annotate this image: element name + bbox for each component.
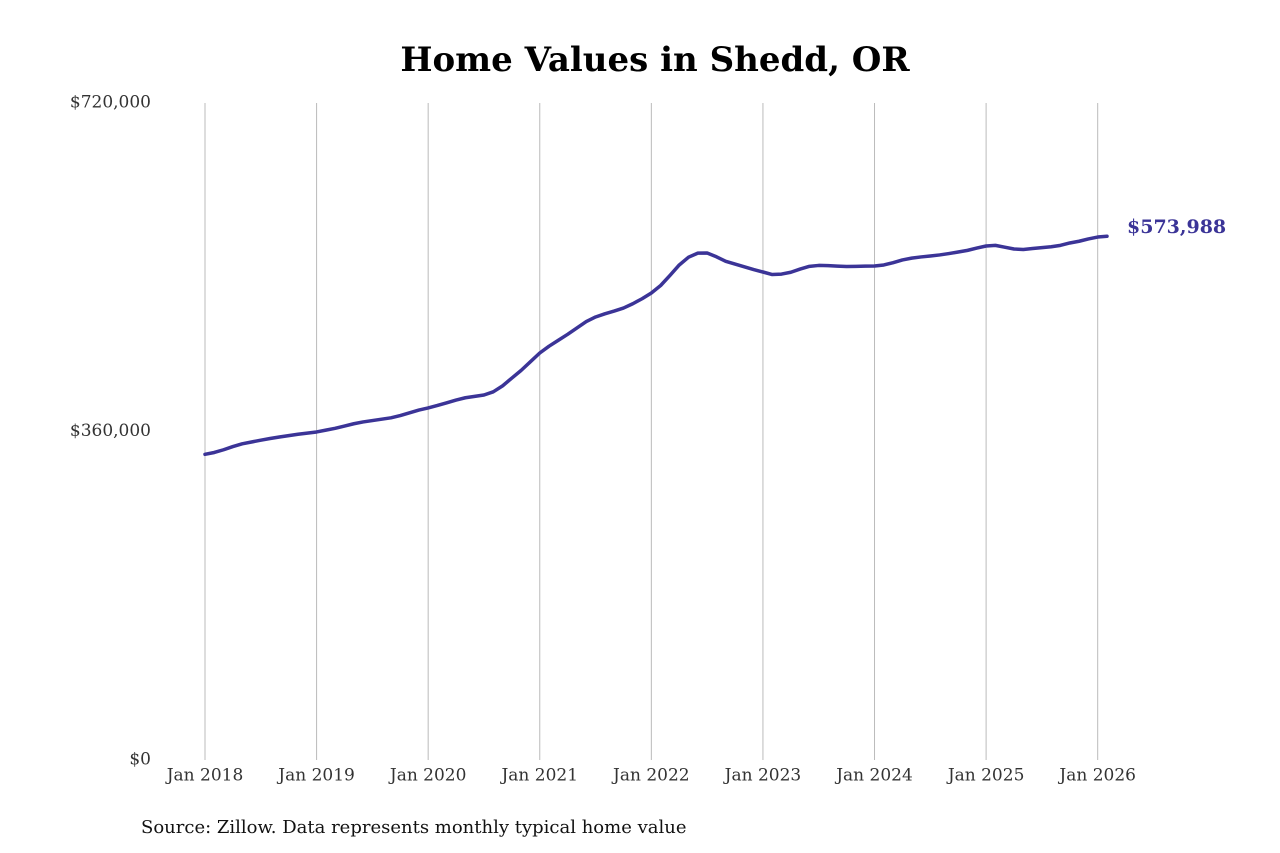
data-label: $573,988 bbox=[1127, 216, 1226, 238]
x-tick-label: Jan 2026 bbox=[1057, 766, 1136, 786]
x-tick-label: Jan 2023 bbox=[723, 766, 802, 786]
line bbox=[203, 234, 1109, 457]
y-tick-label: $720,000 bbox=[70, 93, 151, 113]
x-tick-label: Jan 2020 bbox=[388, 766, 467, 786]
x-tick-label: Jan 2022 bbox=[611, 766, 690, 786]
x-tick-label: Jan 2025 bbox=[946, 766, 1025, 786]
chart-title: Home Values in Shedd, OR bbox=[400, 40, 910, 80]
x-tick-label: Jan 2021 bbox=[499, 766, 578, 786]
y-tick-label: $360,000 bbox=[70, 421, 151, 441]
x-tick-label: Jan 2018 bbox=[165, 766, 244, 786]
y-tick-label: $0 bbox=[129, 750, 151, 770]
source-note: Source: Zillow. Data represents monthly … bbox=[141, 817, 687, 838]
x-tick-label: Jan 2019 bbox=[276, 766, 355, 786]
x-tick-label: Jan 2024 bbox=[834, 766, 913, 786]
